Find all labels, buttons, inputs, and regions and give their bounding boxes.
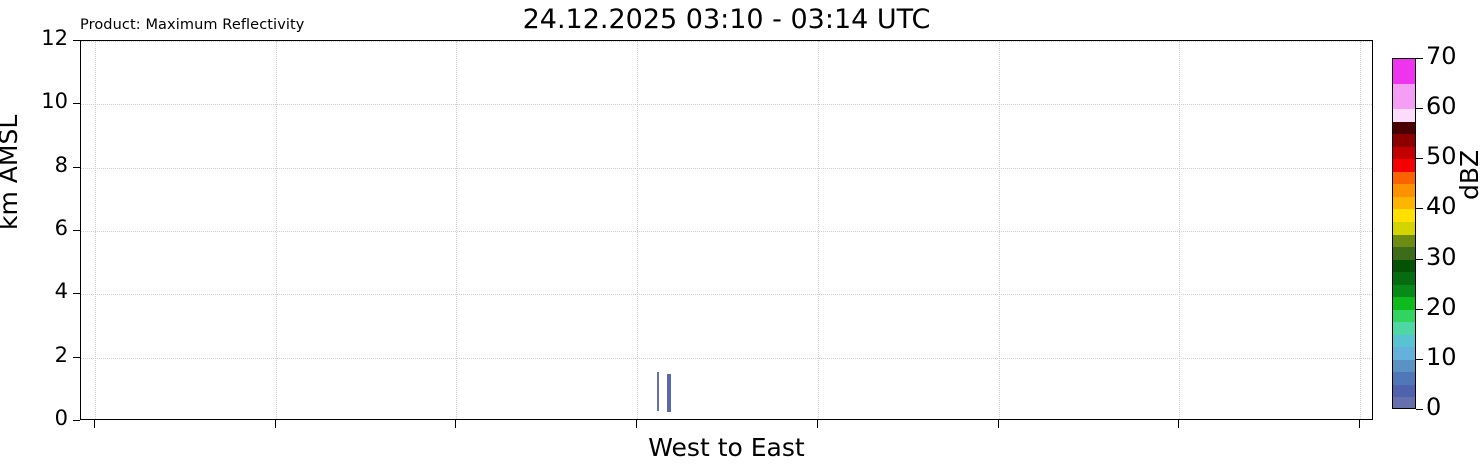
plot-area[interactable] — [80, 40, 1373, 420]
colorbar-segment — [1393, 247, 1415, 261]
gridline-vertical — [998, 41, 1000, 419]
y-tick-mark — [73, 293, 80, 295]
x-tick-mark — [636, 420, 638, 428]
colorbar-segment — [1393, 284, 1415, 298]
reflectivity-echo-column — [657, 371, 660, 412]
colorbar-segment — [1393, 372, 1415, 386]
y-tick-mark — [73, 356, 80, 358]
colorbar-segment — [1393, 134, 1415, 148]
colorbar-segment — [1393, 334, 1415, 348]
colorbar-segment — [1393, 221, 1415, 236]
y-tick-label: 10 — [41, 89, 68, 114]
colorbar-segment — [1393, 184, 1415, 198]
colorbar-tick-label: 30 — [1426, 242, 1457, 271]
colorbar-segment — [1393, 397, 1415, 408]
gridline-vertical — [95, 41, 96, 419]
colorbar-tick-mark — [1416, 208, 1423, 210]
colorbar-segment — [1393, 209, 1415, 223]
x-tick-mark — [94, 420, 95, 428]
colorbar-segment — [1393, 384, 1415, 399]
colorbar-segment — [1393, 272, 1415, 286]
y-tick-mark — [73, 40, 80, 41]
gridline-horizontal — [81, 41, 1372, 42]
colorbar-segment — [1393, 159, 1415, 173]
y-tick-label: 8 — [54, 152, 68, 177]
colorbar-tick-mark — [1416, 409, 1423, 410]
gridline-horizontal — [81, 357, 1372, 359]
y-tick-mark — [73, 103, 80, 105]
x-tick-mark — [274, 420, 276, 428]
colorbar-segment — [1393, 196, 1415, 211]
y-tick-label: 0 — [54, 406, 68, 430]
colorbar-tick-label: 10 — [1426, 342, 1457, 371]
colorbar-segment — [1393, 234, 1415, 248]
colorbar-segment — [1393, 347, 1415, 361]
x-tick-mark — [455, 420, 457, 428]
colorbar-segment — [1393, 109, 1415, 123]
y-tick-mark — [73, 166, 80, 168]
colorbar-tick-mark — [1416, 358, 1423, 360]
reflectivity-echo-column — [666, 373, 671, 413]
colorbar-tick-label: 50 — [1426, 142, 1457, 171]
y-tick-mark — [73, 420, 80, 421]
gridline-horizontal — [81, 294, 1372, 296]
y-tick-label: 6 — [54, 216, 68, 240]
gridline-vertical — [275, 41, 277, 419]
colorbar-segment — [1393, 59, 1415, 85]
colorbar-segment — [1393, 171, 1415, 185]
gridline-vertical — [1360, 41, 1361, 419]
gridline-horizontal — [81, 104, 1372, 106]
y-axis-label: km AMSL — [0, 114, 23, 230]
gridline-vertical — [1179, 41, 1181, 419]
colorbar-segment — [1393, 297, 1415, 311]
colorbar-tick-mark — [1416, 158, 1423, 160]
y-tick-label: 2 — [54, 342, 68, 367]
gridline-horizontal — [81, 231, 1372, 232]
colorbar-segment — [1393, 84, 1415, 110]
gridline-horizontal — [81, 167, 1372, 169]
gridline-vertical — [637, 41, 639, 419]
gridline-vertical — [456, 41, 458, 419]
colorbar-title: dBZ — [1455, 149, 1482, 200]
colorbar-segment — [1393, 359, 1415, 373]
x-axis-label: West to East — [648, 433, 805, 462]
colorbar-tick-label: 0 — [1426, 393, 1442, 421]
y-tick-mark — [73, 230, 80, 231]
colorbar-tick-label: 70 — [1426, 42, 1457, 70]
page-title: 24.12.2025 03:10 - 03:14 UTC — [522, 4, 931, 35]
x-tick-mark — [1359, 420, 1360, 428]
colorbar-tick-mark — [1416, 258, 1423, 260]
colorbar-segment — [1393, 259, 1415, 273]
y-tick-label: 4 — [54, 279, 68, 304]
colorbar-segment — [1393, 146, 1415, 160]
colorbar-segment — [1393, 309, 1415, 323]
colorbar-tick-label: 60 — [1426, 92, 1457, 121]
colorbar-tick-mark — [1416, 58, 1423, 59]
colorbar-tick-label: 40 — [1426, 192, 1457, 221]
gridline-vertical — [817, 41, 819, 419]
colorbar-tick-mark — [1416, 108, 1423, 110]
x-tick-mark — [1178, 420, 1180, 428]
x-tick-mark — [997, 420, 999, 428]
product-label: Product: Maximum Reflectivity — [80, 17, 305, 33]
colorbar[interactable] — [1392, 58, 1416, 409]
colorbar-tick-label: 20 — [1426, 292, 1457, 321]
colorbar-segment — [1393, 322, 1415, 336]
y-tick-label: 12 — [41, 26, 68, 50]
colorbar-segment — [1393, 121, 1415, 135]
colorbar-tick-mark — [1416, 308, 1423, 310]
x-tick-mark — [816, 420, 818, 428]
